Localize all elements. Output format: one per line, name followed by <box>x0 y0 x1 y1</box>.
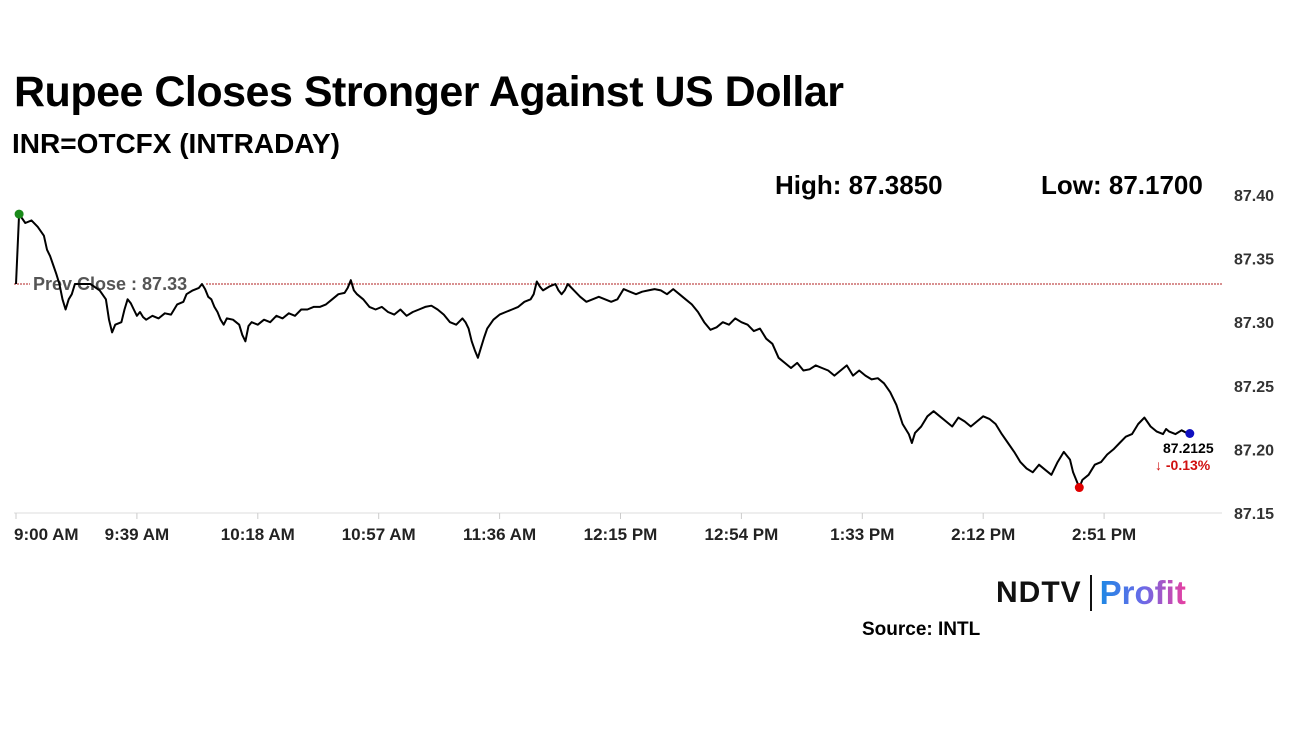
y-tick-label: 87.15 <box>1234 506 1274 523</box>
last-marker <box>1185 429 1195 438</box>
logo-ndtv-text: NDTV <box>996 576 1082 609</box>
ndtv-profit-logo: NDTV Profit <box>996 574 1186 614</box>
y-tick-label: 87.40 <box>1234 188 1274 205</box>
x-tick-label: 2:12 PM <box>951 525 1015 544</box>
last-value-label: 87.2125 <box>1163 440 1214 456</box>
x-tick-label: 12:15 PM <box>584 525 658 544</box>
x-tick-label: 2:51 PM <box>1072 525 1136 544</box>
x-axis-ticks: 9:00 AM 9:39 AM 10:18 AM 10:57 AM 11:36 AM 12… <box>14 513 1136 544</box>
logo-profit-text: Profit <box>1099 574 1186 611</box>
y-tick-label: 87.30 <box>1234 315 1274 332</box>
y-tick-label: 87.35 <box>1234 252 1274 269</box>
x-tick-label: 12:54 PM <box>705 525 779 544</box>
x-tick-label: 10:57 AM <box>342 525 416 544</box>
x-tick-label: 9:39 AM <box>105 525 170 544</box>
x-tick-label: 1:33 PM <box>830 525 894 544</box>
low-label: Low: 87.1700 <box>1041 170 1203 200</box>
high-marker <box>14 209 24 219</box>
logo-separator <box>1089 575 1092 611</box>
y-tick-label: 87.20 <box>1234 442 1274 459</box>
high-label: High: 87.3850 <box>775 170 943 200</box>
x-tick-label: 9:00 AM <box>14 525 79 544</box>
x-tick-label: 10:18 AM <box>221 525 295 544</box>
x-tick-label: 11:36 AM <box>463 525 536 544</box>
low-marker <box>1074 483 1084 493</box>
last-change-label: ↓ -0.13% <box>1155 457 1211 473</box>
chart-title: Rupee Closes Stronger Against US Dollar <box>14 68 844 116</box>
source-label: Source: INTL <box>862 619 981 640</box>
y-tick-label: 87.25 <box>1234 379 1274 396</box>
series-line <box>15 213 1189 489</box>
chart-subtitle: INR=OTCFX (INTRADAY) <box>12 128 340 159</box>
y-axis-ticks: 87.40 87.35 87.30 87.25 87.20 87.15 <box>1234 188 1274 523</box>
prev-close-label: Prev Close : 87.33 <box>33 274 187 294</box>
